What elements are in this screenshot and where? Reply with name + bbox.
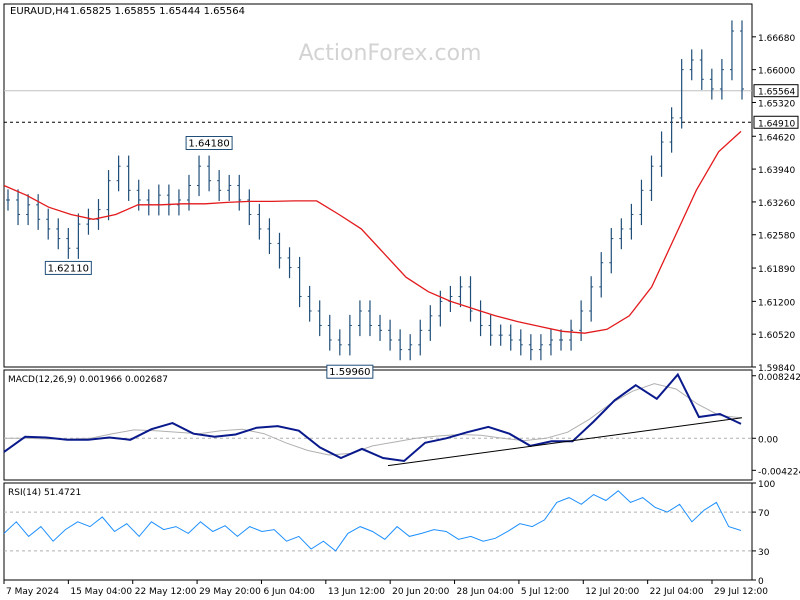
rsi-line [3,490,742,552]
price-axis: 1.66680 1.66000 1.65320 1.64620 1.63940 1.632… [752,34,799,374]
price-tick-label: 1.61890 [758,265,795,275]
price-tick-label: 1.64620 [758,133,795,143]
price-tick-label: 1.60520 [758,331,795,341]
rsi-tick-label: 100 [758,480,775,490]
time-tick-label: 15 May 04:00 [70,587,132,597]
panel-frame [3,369,753,481]
time-tick-label: 12 Jul 20:00 [585,587,639,597]
rsi-plot: RSI(14) 51.4721 [3,488,752,552]
rsi-tick-label: 0 [758,577,764,587]
rsi-title: RSI(14) 51.4721 [8,488,81,498]
price-tick-label: 1.63940 [758,166,795,176]
panel-frame [3,482,753,581]
price-tick-label: 1.61200 [758,298,795,308]
time-tick-label: 20 Jun 20:00 [392,587,449,597]
annotation-label: 1.62110 [48,263,89,274]
annotation-box [185,136,233,151]
macd-tick-label: 0.008242 [758,373,800,383]
time-tick-label: 28 Jun 04:00 [457,587,514,597]
time-tick-label: 22 May 12:00 [135,587,197,597]
time-tick-label: 7 May 2024 [6,587,59,597]
time-tick-label: 6 Jun 04:00 [263,587,315,597]
macd-tick-label: 0.00 [758,435,778,445]
time-axis: 7 May 2024 15 May 04:00 22 May 12:00 29 May… [3,580,768,597]
macd-axis: 0.008242 0.00 -0.004224 [752,373,800,477]
price-tick-label: 1.63260 [758,199,795,209]
current-price-label: 1.65564 [758,88,795,98]
moving-average-line [3,130,742,334]
price-tick-label: 1.65320 [758,99,795,109]
price-tick-label: 1.66680 [758,34,795,44]
price-tick-label: 1.66000 [758,67,795,77]
rsi-axis: 100 70 30 0 [752,480,775,587]
macd-line [3,372,742,463]
annotation-box [44,260,92,275]
rsi-tick-label: 70 [758,509,770,519]
time-tick-label: 29 May 20:00 [199,587,261,597]
macd-tick-label: -0.004224 [758,467,800,477]
price-tick-label: 1.59840 [758,364,795,374]
time-tick-label: 5 Jul 12:00 [521,587,570,597]
price-tick-label: 1.62580 [758,232,795,242]
time-tick-label: 22 Jul 04:00 [650,587,704,597]
main-ohlc: 1.65825 1.65855 1.65444 1.65564 [70,6,245,17]
annotation-label: 1.59960 [329,367,370,378]
macd-plot: MACD(12,26,9) 0.001966 0.002687 [3,372,752,467]
level-box [753,115,799,129]
annotation-box [326,364,374,379]
macd-title: MACD(12,26,9) 0.001966 0.002687 [8,375,168,385]
main-title: EURAUD,H4 [10,6,69,17]
watermark: ActionForex.com [299,41,482,66]
macd-trendline [387,417,743,467]
current-price-box [753,84,799,98]
level-label: 1.64910 [758,119,795,129]
rsi-tick-label: 30 [758,548,770,558]
annotation-label: 1.64180 [188,139,229,150]
time-tick-label: 29 Jul 12:00 [714,587,768,597]
signal-line [4,383,742,456]
time-tick-label: 13 Jun 12:00 [328,587,385,597]
main-plot: 1.64180 1.62110 1.59960 [3,20,752,379]
